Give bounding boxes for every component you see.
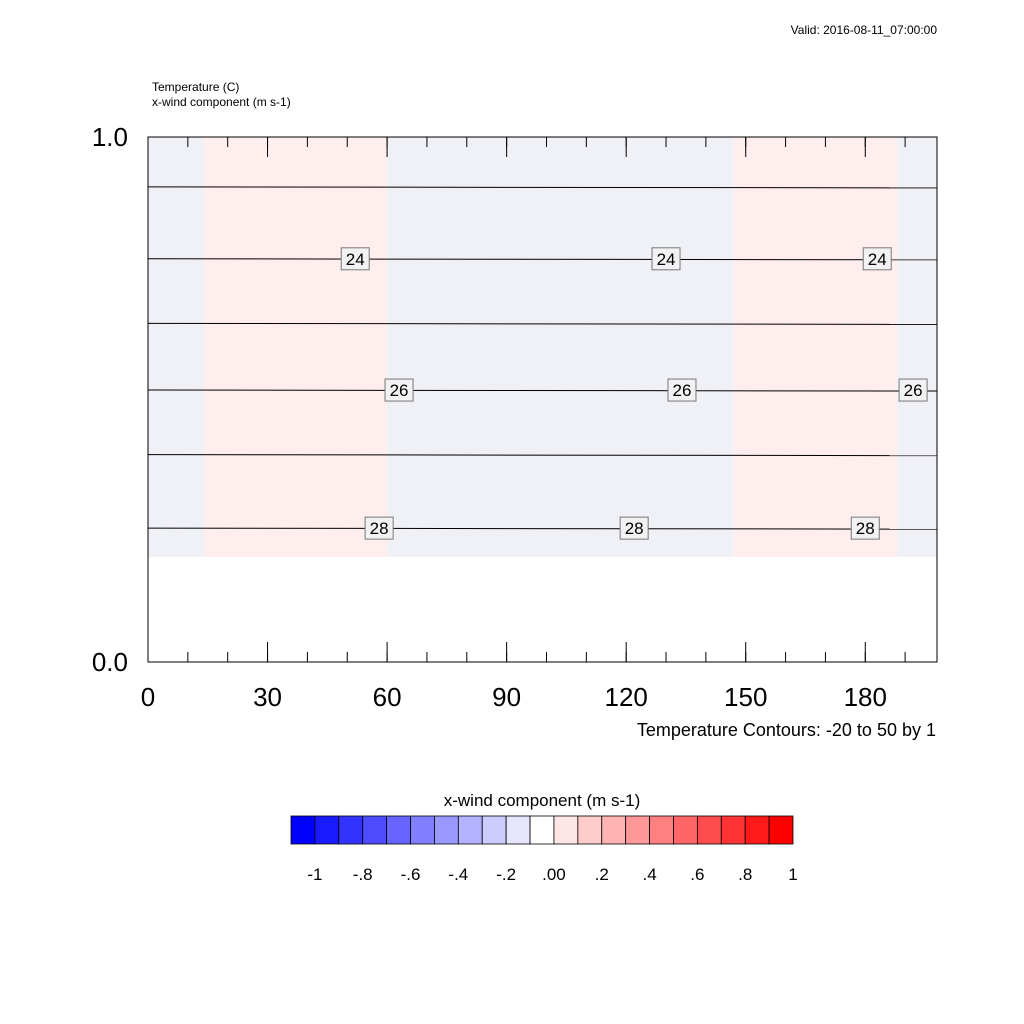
colorbar-tick-label: -.4 xyxy=(448,865,468,884)
colorbar-swatch xyxy=(768,815,794,845)
contour-label-box xyxy=(667,378,697,402)
colorbar-swatch xyxy=(314,815,340,845)
colorbar-swatch xyxy=(410,815,435,845)
valid-time: Valid: 2016-08-11_07:00:00 xyxy=(791,23,938,37)
contour-label-box xyxy=(651,247,681,271)
x-tick-label: 30 xyxy=(253,682,282,712)
contour-label: 24 xyxy=(657,250,676,269)
plot-fill xyxy=(148,137,937,557)
contour-line xyxy=(147,258,938,261)
colorbar-tick-label: -.6 xyxy=(401,865,421,884)
colorbar-tick-label: .8 xyxy=(738,865,752,884)
contour-label: 24 xyxy=(868,250,887,269)
x-tick-label: 60 xyxy=(373,682,402,712)
x-tick-label: 90 xyxy=(492,682,521,712)
field-label-temperature: Temperature (C) xyxy=(152,80,239,94)
fill-band xyxy=(148,137,204,557)
temperature-contours xyxy=(147,186,938,530)
colorbar-swatch xyxy=(649,815,674,845)
plot-frame xyxy=(147,136,938,663)
colorbar-swatch xyxy=(553,815,579,845)
x-tick-label: 120 xyxy=(604,682,647,712)
contour-label-box xyxy=(364,516,394,540)
y-tick-label: 0.0 xyxy=(92,647,128,677)
contour-line xyxy=(147,389,938,392)
fill-band xyxy=(897,137,937,557)
contour-label: 24 xyxy=(346,250,365,269)
colorbar-tick-label: -1 xyxy=(307,865,322,884)
contour-line xyxy=(147,186,938,189)
field-label-xwind: x-wind component (m s-1) xyxy=(152,95,291,109)
contour-label-box xyxy=(898,378,928,402)
contour-label-box xyxy=(862,247,892,271)
colorbar-tick-label: .00 xyxy=(542,865,566,884)
colorbar-swatch xyxy=(601,815,627,845)
colorbar xyxy=(290,815,794,845)
colorbar-swatch xyxy=(696,815,722,845)
contour-label: 28 xyxy=(856,519,875,538)
colorbar-title: x-wind component (m s-1) xyxy=(444,791,641,810)
colorbar-tick-label: .4 xyxy=(642,865,656,884)
colorbar-swatch xyxy=(577,815,603,845)
colorbar-swatch xyxy=(744,815,770,845)
contour-label-box xyxy=(850,516,880,540)
fill-band xyxy=(387,137,734,557)
colorbar-swatch xyxy=(290,815,316,845)
fill-band xyxy=(733,137,898,557)
colorbar-swatch xyxy=(625,815,650,845)
colorbar-tick-label: 1 xyxy=(788,865,797,884)
colorbar-tick-label: .6 xyxy=(690,865,704,884)
colorbar-swatch xyxy=(457,815,483,845)
x-axis-ticks: 0 30 60 90 120 150 180 xyxy=(141,137,906,712)
contour-label: 26 xyxy=(673,381,692,400)
contour-line xyxy=(147,322,938,325)
colorbar-swatch xyxy=(386,815,411,845)
colorbar-tick-label: -.8 xyxy=(353,865,373,884)
contour-label: 28 xyxy=(625,519,644,538)
contour-label-box xyxy=(619,516,649,540)
contour-line xyxy=(147,454,938,457)
contour-info: Temperature Contours: -20 to 50 by 1 xyxy=(637,720,936,740)
x-tick-label: 0 xyxy=(141,682,155,712)
y-axis-ticks: 0.0 1.0 xyxy=(92,122,937,677)
contour-label: 26 xyxy=(904,381,923,400)
fill-band xyxy=(203,137,388,557)
contour-label-box xyxy=(340,247,370,271)
colorbar-swatch xyxy=(481,815,507,845)
colorbar-tick-label: .2 xyxy=(595,865,609,884)
colorbar-labels: -1 -.8 -.6 -.4 -.2 .00 .2 .4 .6 .8 1 xyxy=(307,865,797,884)
colorbar-swatch xyxy=(673,815,698,845)
x-tick-label: 150 xyxy=(724,682,767,712)
colorbar-swatch xyxy=(434,815,459,845)
colorbar-swatch xyxy=(529,815,555,845)
colorbar-swatch xyxy=(362,815,388,845)
colorbar-swatch xyxy=(720,815,746,845)
contour-line xyxy=(147,527,938,530)
x-tick-label: 180 xyxy=(844,682,887,712)
y-tick-label: 1.0 xyxy=(92,122,128,152)
contour-label: 28 xyxy=(370,519,389,538)
colorbar-swatch xyxy=(505,815,531,845)
colorbar-swatch xyxy=(338,815,364,845)
contour-label: 26 xyxy=(390,381,409,400)
colorbar-tick-label: -.2 xyxy=(496,865,516,884)
contour-labels: 24 24 24 26 26 26 28 28 28 xyxy=(340,247,928,540)
contour-label-box xyxy=(384,378,414,402)
